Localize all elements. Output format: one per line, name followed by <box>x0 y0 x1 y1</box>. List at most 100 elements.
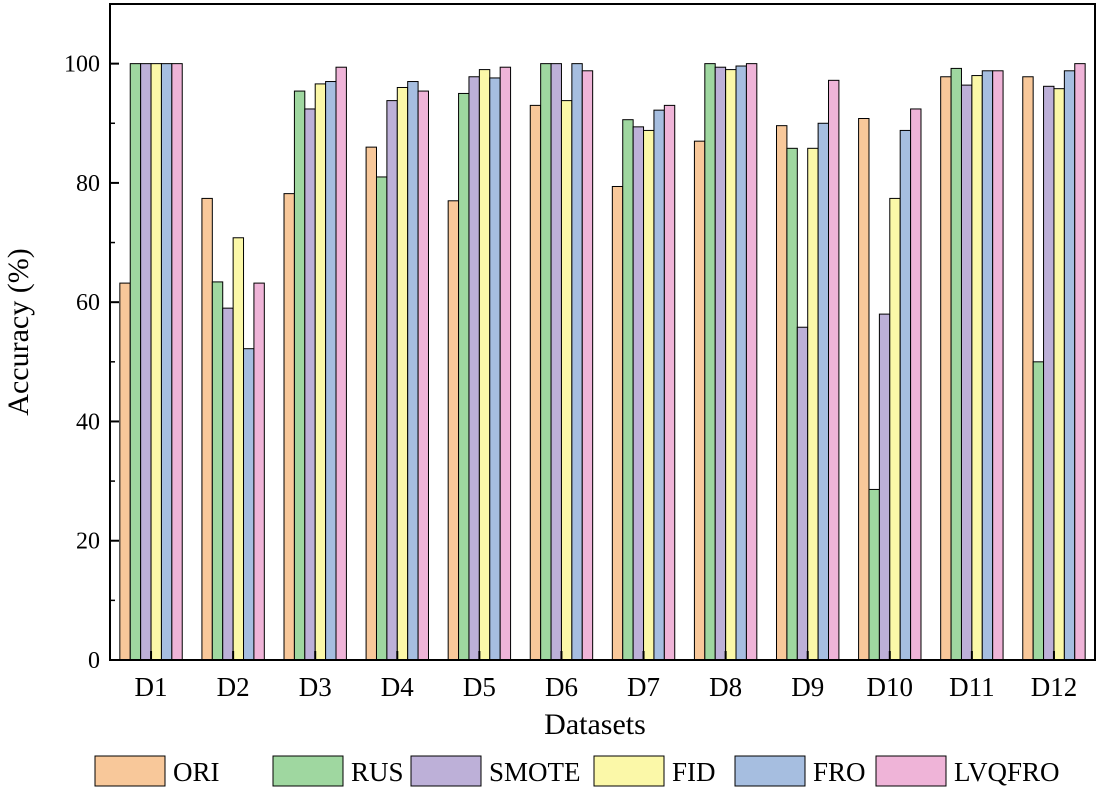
x-tick-label: D9 <box>791 672 824 702</box>
legend-swatch-lvqfro <box>875 755 947 787</box>
bar-ori-d2 <box>201 197 213 661</box>
legend-swatch-fro <box>734 755 806 787</box>
x-axis-title: Datasets <box>544 708 646 741</box>
bar-lvqfro-d7 <box>663 104 676 661</box>
legend-swatch-smote <box>410 755 482 787</box>
bar-rus-d6 <box>540 63 552 661</box>
bar-ori-d12 <box>1022 76 1034 661</box>
bar-fro-d3 <box>325 81 337 661</box>
bar-fro-d9 <box>817 122 830 661</box>
bar-fro-d1 <box>160 63 173 661</box>
bar-lvqfro-d4 <box>417 90 429 661</box>
bar-lvqfro-d1 <box>171 63 183 661</box>
bar-ori-d5 <box>447 200 460 661</box>
bar-lvqfro-d9 <box>828 79 840 661</box>
bar-fid-d10 <box>889 197 901 661</box>
bar-smote-d1 <box>140 63 152 661</box>
bar-smote-d5 <box>468 76 480 661</box>
bar-rus-d4 <box>375 176 388 661</box>
bar-lvqfro-d12 <box>1074 63 1086 661</box>
y-tick-label: 100 <box>64 52 100 78</box>
bar-lvqfro-d2 <box>253 282 265 661</box>
bar-ori-d9 <box>776 125 788 661</box>
bar-rus-d1 <box>129 63 142 661</box>
bar-group <box>119 63 1086 661</box>
bar-rus-d3 <box>293 90 306 661</box>
legend-label-ori: ORI <box>173 757 220 787</box>
bar-fid-d8 <box>725 69 737 661</box>
bar-fid-d6 <box>560 100 573 661</box>
bar-fro-d10 <box>899 129 912 661</box>
x-tick-label: D1 <box>135 672 168 702</box>
x-axis: D1 D2 D3 D4 D5 D6 D7 D8 D9 D10 D11 D12 <box>135 651 1078 702</box>
y-tick-label: 60 <box>76 290 100 316</box>
bar-fro-d4 <box>407 81 419 661</box>
bar-lvqfro-d8 <box>745 63 758 661</box>
bar-smote-d11 <box>960 84 973 661</box>
bar-rus-d2 <box>211 281 224 661</box>
bar-rus-d5 <box>458 92 470 661</box>
bar-fro-d2 <box>243 348 255 661</box>
legend-swatch-ori <box>94 755 166 787</box>
legend-swatch-fid <box>593 755 665 787</box>
bar-fro-d12 <box>1063 70 1076 661</box>
bar-rus-d12 <box>1032 361 1045 661</box>
x-tick-label: D4 <box>381 672 414 702</box>
bar-ori-d4 <box>365 146 377 661</box>
bar-fid-d4 <box>396 86 409 661</box>
bar-ori-d11 <box>940 76 952 661</box>
x-tick-label: D7 <box>627 672 660 702</box>
bar-fro-d7 <box>653 109 665 661</box>
bar-lvqfro-d3 <box>335 66 347 661</box>
bar-rus-d10 <box>868 488 880 661</box>
x-tick-label: D12 <box>1031 672 1078 702</box>
bar-fro-d6 <box>571 63 583 661</box>
legend-label-fro: FRO <box>813 757 866 787</box>
bar-fid-d3 <box>314 83 327 661</box>
bar-smote-d8 <box>714 66 727 661</box>
bar-smote-d12 <box>1043 85 1055 661</box>
bar-ori-d7 <box>611 185 624 661</box>
x-tick-label: D3 <box>299 672 332 702</box>
bar-rus-d9 <box>786 147 798 661</box>
bar-fid-d11 <box>971 75 983 661</box>
x-tick-label: D10 <box>867 672 914 702</box>
x-tick-label: D8 <box>709 672 742 702</box>
y-tick-label: 0 <box>88 648 100 674</box>
bar-rus-d7 <box>622 119 634 661</box>
legend-label-lvqfro: LVQFRO <box>954 757 1060 787</box>
bar-ori-d10 <box>858 118 870 661</box>
bar-ori-d6 <box>529 104 542 661</box>
x-tick-label: D11 <box>949 672 995 702</box>
legend-swatch-rus <box>272 755 344 787</box>
bar-smote-d7 <box>632 126 645 661</box>
y-tick-label: 80 <box>76 171 100 197</box>
bar-fid-d1 <box>150 63 162 661</box>
bar-ori-d3 <box>283 193 295 661</box>
bar-lvqfro-d10 <box>910 108 922 661</box>
legend-label-fid: FID <box>672 757 716 787</box>
legend-label-rus: RUS <box>351 757 404 787</box>
y-axis: 0 20 40 60 80 100 <box>64 52 119 674</box>
bar-fro-d11 <box>981 70 994 661</box>
x-tick-label: D5 <box>463 672 496 702</box>
x-tick-label: D6 <box>545 672 578 702</box>
bar-smote-d6 <box>550 63 562 661</box>
bar-fid-d9 <box>807 147 819 661</box>
bar-ori-d1 <box>119 282 131 661</box>
legend: ORI RUS SMOTE FID FRO LVQFRO <box>94 755 1060 787</box>
bar-lvqfro-d6 <box>581 70 594 661</box>
bar-fro-d5 <box>489 77 501 661</box>
bar-fro-d8 <box>735 65 747 661</box>
bar-rus-d11 <box>950 67 962 661</box>
bar-smote-d3 <box>304 108 316 661</box>
y-tick-label: 20 <box>76 529 100 555</box>
plot-frame <box>109 3 1096 661</box>
legend-label-smote: SMOTE <box>489 757 581 787</box>
bar-rus-d8 <box>704 63 716 661</box>
bar-fid-d7 <box>643 129 655 661</box>
bar-fid-d12 <box>1053 88 1065 661</box>
x-tick-label: D2 <box>217 672 250 702</box>
bar-smote-d4 <box>386 100 398 661</box>
